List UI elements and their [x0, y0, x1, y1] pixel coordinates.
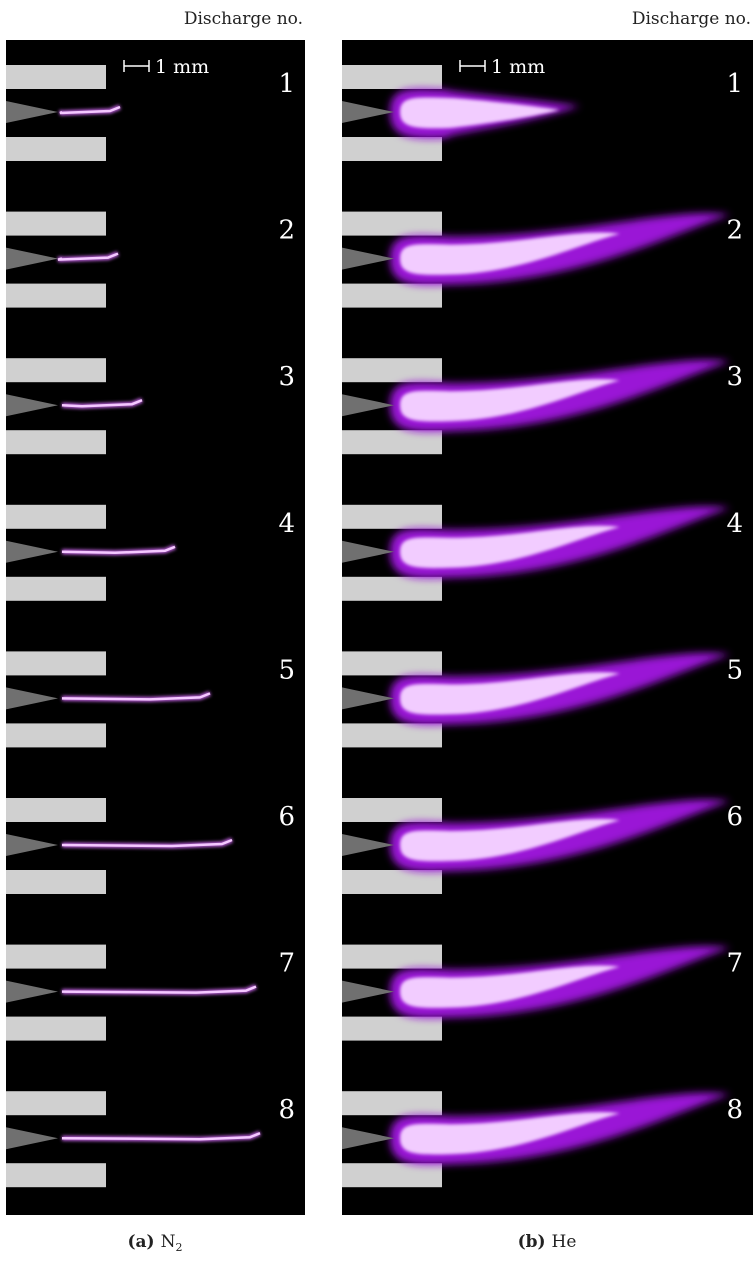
needle	[6, 247, 58, 270]
discharge-number: 5	[726, 655, 743, 685]
electrode	[6, 1016, 106, 1041]
needle	[6, 1127, 58, 1150]
discharge-number: 2	[726, 216, 743, 246]
discharge-number: 4	[278, 509, 295, 539]
discharge-number: 6	[726, 802, 743, 832]
streamer	[61, 838, 233, 848]
needle	[6, 687, 58, 710]
streamer	[57, 252, 119, 261]
discharge-core	[400, 379, 620, 422]
electrode	[6, 1163, 106, 1188]
electrode	[342, 283, 442, 308]
electrode	[342, 211, 442, 236]
needle	[6, 980, 58, 1003]
electrode	[6, 504, 106, 529]
needle	[342, 394, 394, 417]
streamer	[61, 545, 176, 555]
electrode	[6, 137, 106, 161]
electrode	[342, 870, 442, 894]
discharge-number: 5	[278, 655, 295, 685]
streamer	[59, 105, 121, 115]
electrode	[6, 651, 106, 676]
streamer	[61, 692, 211, 701]
discharge-number: 2	[278, 216, 295, 246]
streamer	[61, 399, 143, 408]
discharge-number: 8	[726, 1095, 743, 1125]
electrode	[6, 65, 106, 89]
caption-text: N	[161, 1232, 176, 1252]
needle	[342, 247, 394, 270]
discharge-core	[400, 97, 560, 129]
discharge-number: 4	[726, 509, 743, 539]
discharge-core	[400, 965, 620, 1008]
electrode	[6, 798, 106, 822]
electrode	[6, 430, 106, 455]
discharge-core	[400, 525, 620, 569]
electrode	[6, 576, 106, 601]
needle	[6, 394, 58, 417]
caption-subscript: 2	[175, 1241, 182, 1254]
discharge-number: 7	[726, 949, 743, 979]
needle	[342, 540, 394, 563]
electrode	[6, 944, 106, 969]
discharge-core	[400, 672, 620, 715]
caption-label: (a)	[128, 1232, 155, 1252]
discharge-core	[400, 818, 620, 862]
electrode	[6, 283, 106, 308]
discharge-core	[400, 232, 620, 275]
caption-text: He	[552, 1232, 577, 1252]
discharge-number: 3	[278, 362, 295, 392]
needle	[342, 101, 394, 123]
discharge-number: 3	[726, 362, 743, 392]
electrode	[6, 358, 106, 383]
electrode	[342, 1091, 442, 1116]
scale-label: 1 mm	[155, 56, 209, 78]
electrode	[6, 211, 106, 236]
electrode	[342, 430, 442, 455]
needle	[6, 834, 58, 856]
discharge-core	[400, 1112, 620, 1155]
electrode	[342, 137, 442, 161]
electrode	[342, 65, 442, 89]
needle	[342, 1127, 394, 1150]
electrode	[342, 798, 442, 822]
electrode	[342, 944, 442, 969]
discharge-number: 1	[278, 69, 295, 99]
caption-label: (b)	[518, 1232, 546, 1252]
discharge-number: 8	[278, 1095, 295, 1125]
electrode	[6, 1091, 106, 1116]
electrode	[342, 358, 442, 383]
needle	[6, 540, 58, 563]
discharge-number: 6	[278, 802, 295, 832]
needle	[6, 101, 58, 123]
streamer	[61, 985, 257, 994]
scale-label: 1 mm	[491, 56, 545, 78]
header: Discharge no.	[184, 9, 303, 29]
header: Discharge no.	[632, 9, 751, 29]
electrode	[342, 576, 442, 601]
streamer	[61, 1132, 261, 1141]
electrode	[342, 504, 442, 529]
electrode	[342, 723, 442, 748]
electrode	[342, 1163, 442, 1188]
caption: (b) He	[518, 1232, 577, 1252]
electrode	[342, 1016, 442, 1041]
electrode	[342, 651, 442, 676]
needle	[342, 834, 394, 856]
needle	[342, 980, 394, 1003]
caption: (a) N2	[128, 1232, 183, 1254]
discharge-number: 7	[278, 949, 295, 979]
electrode	[6, 723, 106, 748]
electrode	[6, 870, 106, 894]
discharge-number: 1	[726, 69, 743, 99]
needle	[342, 687, 394, 710]
